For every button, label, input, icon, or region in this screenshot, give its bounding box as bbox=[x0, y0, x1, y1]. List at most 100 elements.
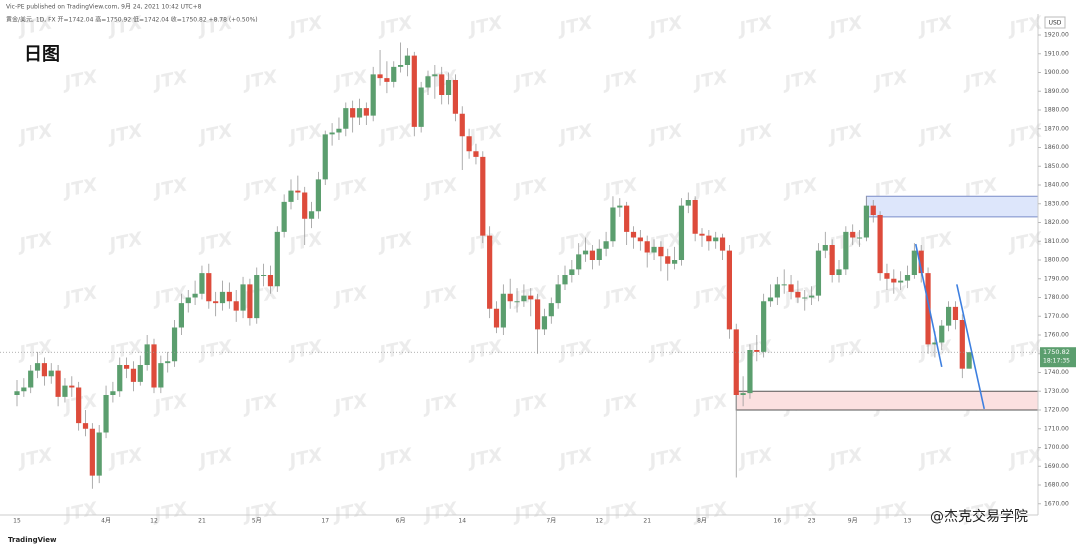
candle-body bbox=[439, 74, 445, 95]
candle-body bbox=[28, 370, 34, 388]
candle-body bbox=[589, 250, 595, 260]
candle-body bbox=[69, 385, 75, 388]
candle-body bbox=[836, 269, 842, 275]
candle-body bbox=[254, 275, 260, 319]
y-tick-label: 1780.00 bbox=[1044, 294, 1069, 301]
candle-body bbox=[308, 211, 315, 219]
candle-body bbox=[247, 284, 253, 319]
x-tick-label: 12 bbox=[150, 518, 158, 525]
y-tick-label: 1700.00 bbox=[1044, 444, 1069, 451]
candle-body bbox=[315, 179, 321, 212]
candle-body bbox=[110, 391, 116, 395]
credit: @杰克交易学院 bbox=[930, 508, 1028, 525]
candle-body bbox=[966, 352, 972, 369]
candle-body bbox=[384, 78, 390, 82]
candle-body bbox=[500, 293, 506, 328]
x-tick-label: 4月 bbox=[101, 518, 111, 525]
candle-body bbox=[507, 293, 513, 302]
candle-body bbox=[130, 368, 137, 382]
candle-body bbox=[171, 327, 178, 362]
y-tick-label: 1900.00 bbox=[1044, 69, 1069, 76]
candle-body bbox=[699, 233, 705, 236]
y-tick-label: 1670.00 bbox=[1044, 500, 1069, 507]
candle-body bbox=[14, 391, 20, 395]
x-tick-label: 21 bbox=[198, 518, 206, 525]
candle-body bbox=[850, 231, 856, 238]
last-price-box bbox=[1040, 347, 1076, 368]
candle-body bbox=[493, 308, 500, 328]
candle-body bbox=[795, 291, 801, 298]
candle-body bbox=[48, 370, 54, 377]
candle-body bbox=[117, 365, 123, 392]
candle-body bbox=[363, 108, 369, 116]
candle-body bbox=[829, 245, 835, 275]
candle-body bbox=[555, 284, 561, 304]
candle-body bbox=[932, 342, 938, 345]
candle-body bbox=[651, 246, 657, 253]
x-tick-label: 23 bbox=[808, 518, 816, 525]
candle-body bbox=[206, 273, 212, 302]
candle-body bbox=[226, 291, 232, 302]
candle-body bbox=[761, 301, 767, 352]
candle-body bbox=[398, 65, 404, 67]
candle-body bbox=[192, 293, 198, 298]
candle-body bbox=[213, 301, 219, 304]
candle-body bbox=[89, 428, 95, 476]
candle-body bbox=[672, 260, 678, 264]
candle-body bbox=[952, 306, 959, 320]
candle-body bbox=[41, 363, 47, 377]
y-tick-label: 1870.00 bbox=[1044, 125, 1069, 132]
candle-body bbox=[219, 291, 226, 304]
y-tick-label: 1800.00 bbox=[1044, 257, 1069, 264]
candle-body bbox=[261, 275, 267, 276]
candle-body bbox=[480, 156, 486, 236]
candle-body bbox=[884, 273, 890, 279]
candle-body bbox=[240, 284, 246, 311]
candle-body bbox=[459, 113, 465, 137]
candle-body bbox=[370, 74, 376, 116]
candle-body bbox=[815, 250, 822, 296]
last-price-label: 1750.82 bbox=[1043, 348, 1070, 356]
candle-body bbox=[356, 108, 363, 118]
candle-body bbox=[658, 246, 664, 257]
candle-body bbox=[911, 250, 917, 275]
candle-body bbox=[445, 80, 452, 95]
y-tick-label: 1880.00 bbox=[1044, 107, 1069, 114]
candle-body bbox=[569, 269, 575, 275]
candle-body bbox=[288, 190, 294, 202]
candle-body bbox=[678, 205, 685, 260]
candle-body bbox=[802, 297, 808, 299]
candle-body bbox=[535, 299, 541, 330]
candle-body bbox=[925, 273, 931, 345]
candle-body bbox=[62, 385, 68, 397]
candle-body bbox=[767, 297, 774, 302]
candle-body bbox=[329, 132, 335, 135]
y-tick-label: 1850.00 bbox=[1044, 163, 1069, 170]
plot bbox=[0, 42, 1039, 489]
y-tick-label: 1710.00 bbox=[1044, 425, 1069, 432]
candle-body bbox=[144, 344, 150, 365]
candle-body bbox=[891, 278, 897, 283]
candle-body bbox=[685, 200, 691, 206]
candle-body bbox=[199, 273, 205, 294]
x-tick-label: 5月 bbox=[252, 518, 262, 525]
candle-body bbox=[343, 108, 349, 129]
candle-body bbox=[610, 207, 616, 242]
y-tick-label: 1890.00 bbox=[1044, 88, 1069, 95]
candle-body bbox=[781, 284, 787, 286]
candle-body bbox=[34, 363, 41, 371]
x-tick-label: 8月 bbox=[697, 518, 707, 525]
y-tick-label: 1810.00 bbox=[1044, 238, 1069, 245]
candle-body bbox=[946, 306, 952, 326]
y-tick-label: 1790.00 bbox=[1044, 275, 1069, 282]
y-tick-label: 1920.00 bbox=[1044, 32, 1069, 39]
chart-title: 日图 bbox=[24, 44, 60, 65]
candle-body bbox=[630, 231, 637, 238]
candle-body bbox=[576, 254, 582, 270]
candle-body bbox=[233, 301, 239, 311]
candle-body bbox=[582, 250, 589, 255]
candle-body bbox=[788, 284, 794, 292]
candle-body bbox=[295, 190, 301, 193]
candle-body bbox=[514, 301, 520, 303]
